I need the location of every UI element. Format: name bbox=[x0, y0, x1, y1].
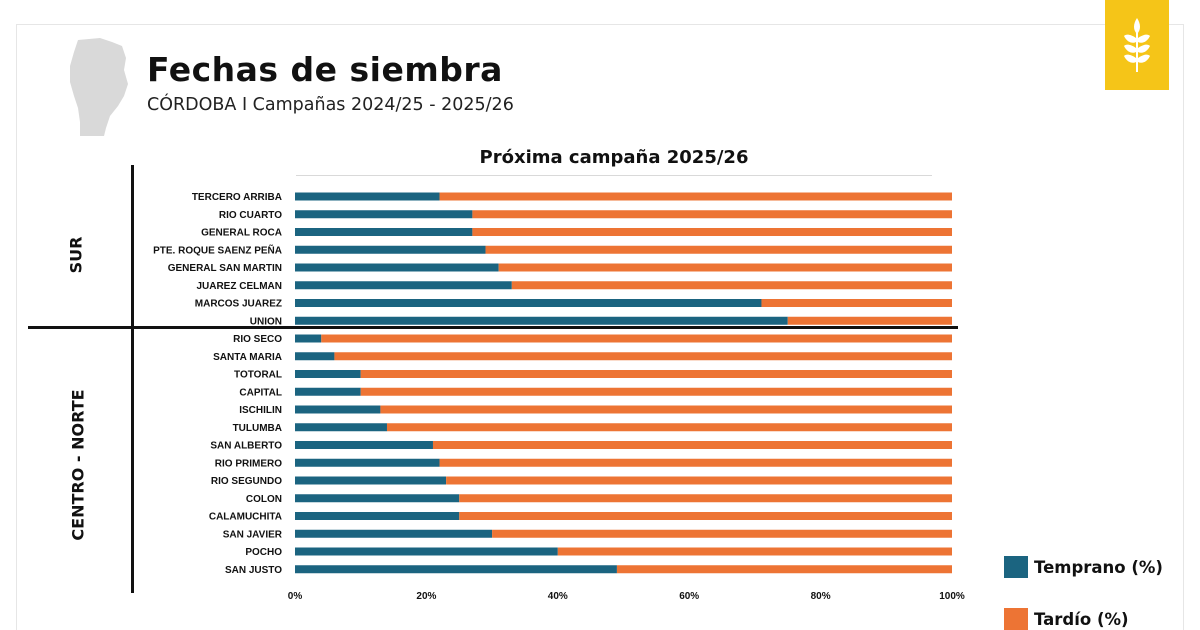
bar-tardio-capital bbox=[360, 387, 952, 396]
chart-title: Próxima campaña 2025/26 bbox=[479, 147, 749, 168]
brand-logo bbox=[1105, 0, 1169, 90]
bar-temprano-marcos-juarez bbox=[295, 299, 762, 307]
legend-label-tardio: Tardío (%) bbox=[1034, 609, 1129, 629]
bar-temprano-tulumba bbox=[295, 423, 387, 432]
category-label-colon: COLON bbox=[246, 494, 282, 505]
bar-tardio-pte-roque-saenz-pena bbox=[485, 245, 952, 254]
bar-tardio-calamuchita bbox=[459, 512, 952, 520]
x-tick-label: 40% bbox=[548, 591, 568, 602]
x-tick-label: 80% bbox=[811, 591, 831, 602]
bar-temprano-ischilin bbox=[295, 405, 381, 414]
category-label-san-justo: SAN JUSTO bbox=[225, 565, 282, 576]
chart-frame bbox=[16, 24, 1184, 630]
category-label-san-javier: SAN JAVIER bbox=[223, 529, 283, 540]
bar-temprano-pte-roque-saenz-pena bbox=[295, 245, 486, 254]
bar-temprano-san-justo bbox=[295, 565, 617, 574]
category-label-juarez-celman: JUAREZ CELMAN bbox=[196, 281, 282, 292]
category-label-san-alberto: SAN ALBERTO bbox=[210, 441, 282, 452]
chart-title-rule bbox=[296, 175, 932, 176]
bar-tardio-rio-seco bbox=[321, 334, 952, 343]
bar-temprano-pocho bbox=[295, 547, 558, 556]
bar-temprano-rio-primero bbox=[295, 458, 440, 467]
bar-tardio-rio-segundo bbox=[446, 476, 952, 485]
group-label-centro-norte: CENTRO - NORTE bbox=[68, 389, 88, 541]
x-tick-label: 0% bbox=[288, 591, 303, 602]
bar-temprano-rio-segundo bbox=[295, 476, 447, 485]
group-label-sur: SUR bbox=[66, 236, 86, 274]
cordoba-map-icon bbox=[70, 38, 128, 136]
category-label-rio-primero: RIO PRIMERO bbox=[215, 458, 282, 469]
bar-tardio-marcos-juarez bbox=[761, 299, 952, 307]
group-divider-vertical bbox=[131, 165, 134, 593]
legend-item-temprano: Temprano (%) bbox=[1004, 556, 1163, 578]
bar-tardio-tercero-arriba bbox=[439, 192, 952, 201]
category-label-rio-cuarto: RIO CUARTO bbox=[219, 210, 282, 221]
category-label-rio-segundo: RIO SEGUNDO bbox=[211, 476, 282, 487]
category-label-ischilin: ISCHILIN bbox=[239, 405, 282, 416]
legend-label-temprano: Temprano (%) bbox=[1034, 557, 1163, 577]
bar-temprano-san-alberto bbox=[295, 441, 433, 449]
category-label-union: UNION bbox=[250, 316, 282, 327]
bar-tardio-santa-maria bbox=[334, 352, 952, 361]
bar-tardio-tulumba bbox=[386, 423, 953, 432]
category-label-general-roca: GENERAL ROCA bbox=[201, 228, 282, 239]
category-label-marcos-juarez: MARCOS JUAREZ bbox=[195, 299, 282, 310]
category-label-totoral: TOTORAL bbox=[234, 370, 282, 381]
bar-tardio-rio-cuarto bbox=[472, 210, 952, 219]
bar-tardio-pocho bbox=[557, 547, 952, 556]
category-label-pte-roque-saenz-pena: PTE. ROQUE SAENZ PEÑA bbox=[153, 243, 282, 256]
bar-tardio-ischilin bbox=[380, 405, 952, 414]
bar-tardio-general-san-martin bbox=[498, 263, 952, 272]
bar-temprano-capital bbox=[295, 387, 361, 396]
category-label-rio-seco: RIO SECO bbox=[233, 334, 282, 345]
bar-tardio-rio-primero bbox=[439, 458, 952, 467]
bar-tardio-colon bbox=[459, 494, 952, 503]
bar-temprano-tercero-arriba bbox=[295, 192, 440, 201]
category-label-tulumba: TULUMBA bbox=[233, 423, 282, 434]
legend-swatch-tardio bbox=[1004, 608, 1028, 630]
x-tick-label: 60% bbox=[679, 591, 699, 602]
bar-tardio-union bbox=[787, 316, 952, 325]
bar-temprano-general-san-martin bbox=[295, 263, 499, 272]
map-shape bbox=[70, 38, 128, 136]
bar-tardio-san-javier bbox=[492, 529, 952, 538]
legend-item-tardio: Tardío (%) bbox=[1004, 608, 1129, 630]
category-label-calamuchita: CALAMUCHITA bbox=[209, 512, 282, 523]
bar-tardio-san-alberto bbox=[432, 441, 953, 449]
x-tick-label: 20% bbox=[416, 591, 436, 602]
legend-swatch-temprano bbox=[1004, 556, 1028, 578]
bar-tardio-san-justo bbox=[616, 565, 952, 574]
group-divider-horizontal bbox=[28, 326, 958, 329]
bar-temprano-colon bbox=[295, 494, 460, 503]
bar-tardio-totoral bbox=[360, 370, 952, 378]
page-title: Fechas de siembra bbox=[147, 50, 503, 89]
bar-temprano-calamuchita bbox=[295, 512, 460, 520]
x-tick-label: 100% bbox=[939, 591, 965, 602]
wheat-icon bbox=[1124, 18, 1150, 72]
category-label-pocho: POCHO bbox=[245, 547, 282, 558]
category-label-santa-maria: SANTA MARIA bbox=[213, 352, 282, 363]
category-label-capital: CAPITAL bbox=[239, 387, 282, 398]
bar-temprano-san-javier bbox=[295, 529, 493, 538]
bar-temprano-union bbox=[295, 316, 788, 325]
bar-temprano-juarez-celman bbox=[295, 281, 512, 290]
bar-temprano-santa-maria bbox=[295, 352, 335, 361]
bar-temprano-rio-seco bbox=[295, 334, 322, 343]
bar-temprano-rio-cuarto bbox=[295, 210, 473, 219]
category-label-tercero-arriba: TERCERO ARRIBA bbox=[192, 192, 282, 203]
bar-tardio-general-roca bbox=[472, 228, 952, 236]
category-label-general-san-martin: GENERAL SAN MARTIN bbox=[168, 263, 282, 274]
bar-temprano-general-roca bbox=[295, 228, 473, 236]
bar-tardio-juarez-celman bbox=[511, 281, 952, 290]
bar-temprano-totoral bbox=[295, 370, 361, 378]
page-subtitle: CÓRDOBA I Campañas 2024/25 - 2025/26 bbox=[147, 95, 514, 115]
